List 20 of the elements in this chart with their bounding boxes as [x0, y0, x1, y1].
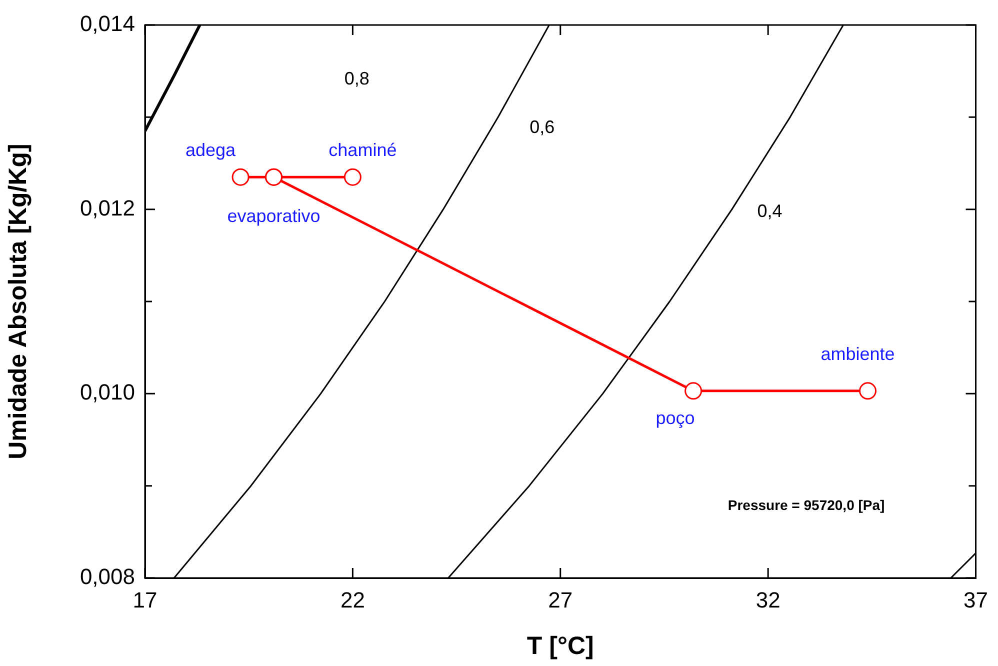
- annotation: 0,6: [530, 116, 555, 137]
- annotation: ambiente: [820, 344, 895, 364]
- x-tick-label: 32: [756, 587, 780, 612]
- annotation: poço: [656, 408, 695, 428]
- x-axis-title: T [°C]: [526, 632, 594, 660]
- x-tick-label: 27: [548, 587, 573, 612]
- y-tick-label: 0,012: [80, 195, 135, 220]
- x-tick-label: 22: [340, 587, 365, 612]
- y-tick-label: 0,008: [80, 564, 135, 590]
- annotation: evaporativo: [227, 206, 320, 226]
- x-tick-label: 17: [132, 587, 158, 612]
- annotation: chaminé: [328, 140, 397, 160]
- y-tick-label: 0,010: [80, 380, 135, 405]
- annotation: 0,8: [344, 68, 370, 89]
- y-tick-label: 0,014: [80, 11, 135, 36]
- x-tick-label: 37: [964, 587, 988, 612]
- annotation: 0,4: [757, 200, 782, 221]
- annotation: Pressure = 95720,0 [Pa]: [728, 496, 885, 513]
- y-axis-title: Umidade Absoluta [Kg/Kg]: [4, 144, 32, 460]
- annotation: adega: [186, 140, 237, 160]
